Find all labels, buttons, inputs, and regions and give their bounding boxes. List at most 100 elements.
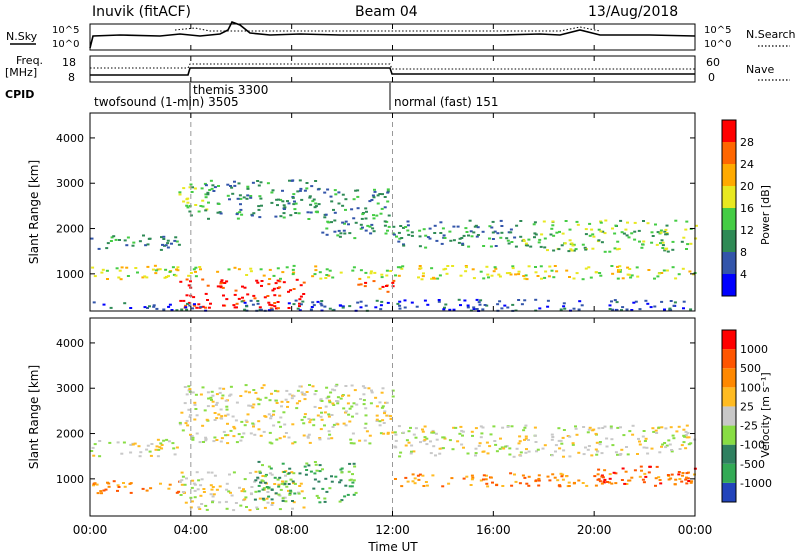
data-cell	[271, 502, 275, 504]
data-cell	[400, 267, 404, 270]
data-cell	[235, 213, 239, 216]
data-cell	[621, 467, 625, 470]
data-cell	[364, 407, 368, 410]
data-cell	[464, 270, 468, 273]
data-cell	[368, 434, 372, 437]
data-cell	[439, 221, 443, 224]
data-cell	[560, 475, 564, 478]
data-cell	[508, 272, 512, 274]
data-cell	[485, 441, 489, 444]
data-cell	[352, 198, 356, 201]
data-cell	[646, 222, 650, 225]
colorbar-segment	[722, 330, 736, 350]
data-cell	[123, 302, 127, 305]
data-cell	[154, 448, 158, 451]
colorbar-tick-label: -25	[740, 420, 758, 433]
data-cell	[436, 277, 440, 280]
data-cell	[618, 265, 622, 268]
data-cell	[283, 423, 287, 426]
data-cell	[261, 497, 265, 500]
data-cell	[281, 271, 285, 274]
data-cell	[245, 197, 249, 200]
data-cell	[347, 394, 351, 397]
data-cell	[257, 460, 261, 463]
data-cell	[199, 306, 203, 309]
data-cell	[603, 250, 607, 253]
data-cell	[237, 297, 241, 300]
data-cell	[488, 237, 491, 240]
data-cell	[341, 204, 345, 207]
data-cell	[129, 491, 133, 494]
data-cell	[266, 182, 270, 185]
y-tick-label: 3000	[56, 177, 84, 190]
data-cell	[611, 272, 615, 275]
data-cell	[557, 439, 561, 442]
data-cell	[402, 226, 405, 229]
data-cell	[342, 407, 346, 410]
data-cell	[551, 224, 555, 227]
data-cell	[503, 304, 507, 307]
data-cell	[585, 484, 589, 487]
data-cell	[253, 480, 257, 483]
data-cell	[249, 432, 253, 435]
data-cell	[162, 439, 166, 442]
data-cell	[524, 435, 528, 438]
data-cell	[598, 272, 602, 274]
data-cell	[222, 387, 226, 390]
x-tick-label: 04:00	[174, 523, 209, 537]
data-cell	[242, 488, 245, 491]
data-cell	[474, 447, 478, 450]
data-cell	[314, 205, 318, 208]
data-cell	[482, 245, 486, 247]
data-cell	[555, 231, 559, 234]
data-cell	[152, 305, 156, 308]
data-cell	[212, 440, 216, 443]
data-cell	[339, 479, 343, 482]
data-cell	[257, 484, 261, 487]
data-cell	[291, 442, 295, 445]
data-cell	[414, 436, 418, 439]
data-cell	[608, 250, 612, 253]
data-cell	[520, 303, 524, 306]
data-cell	[664, 446, 668, 449]
data-cell	[303, 189, 307, 192]
data-cell	[197, 506, 201, 509]
data-cell	[330, 221, 333, 224]
data-cell	[468, 219, 472, 222]
data-cell	[410, 231, 414, 234]
data-cell	[323, 500, 327, 503]
data-cell	[594, 271, 598, 274]
data-cell	[200, 478, 204, 481]
data-cell	[680, 444, 684, 447]
data-cell	[678, 448, 682, 450]
data-cell	[578, 300, 582, 303]
data-cell	[419, 267, 423, 270]
data-cell	[430, 277, 434, 280]
data-cell	[318, 438, 322, 441]
data-cell	[664, 233, 668, 236]
data-cell	[232, 425, 236, 428]
data-cell	[321, 231, 325, 234]
data-cell	[170, 242, 173, 245]
data-cell	[314, 390, 318, 392]
data-cell	[482, 277, 486, 280]
data-cell	[222, 304, 225, 307]
data-cell	[584, 248, 588, 251]
data-cell	[663, 308, 666, 311]
data-cell	[293, 492, 297, 495]
data-cell	[276, 301, 280, 303]
data-cell	[243, 478, 247, 481]
data-cell	[91, 266, 95, 269]
data-cell	[282, 411, 286, 414]
data-cell	[278, 280, 282, 283]
data-cell	[334, 193, 338, 196]
data-cell	[650, 241, 654, 244]
data-cell	[598, 480, 602, 483]
data-cell	[483, 304, 487, 306]
data-cell	[180, 308, 184, 311]
data-cell	[233, 180, 236, 183]
data-cell	[120, 452, 124, 455]
